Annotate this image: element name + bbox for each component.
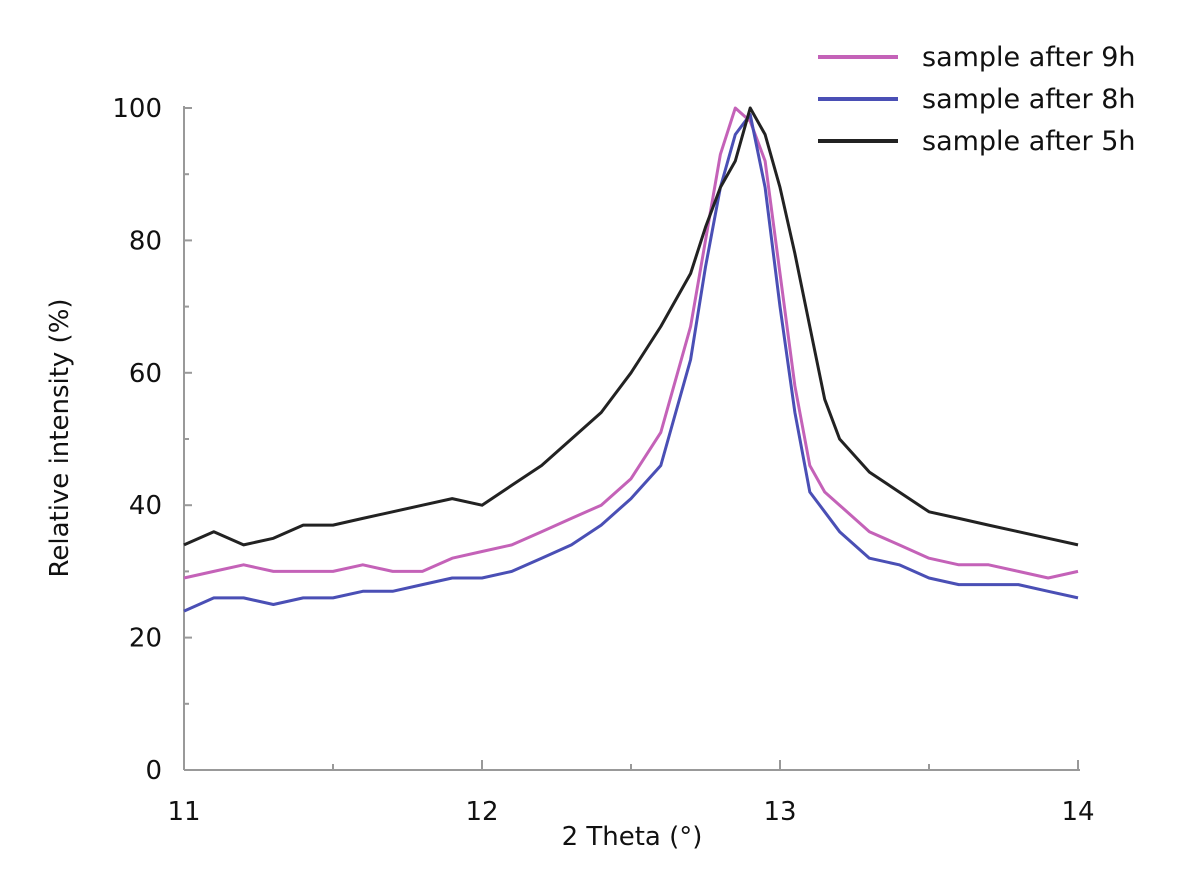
y-tick-label: 40 (129, 491, 162, 521)
y-tick-label: 100 (112, 94, 162, 124)
x-tick-label: 11 (167, 797, 200, 827)
y-tick-label: 20 (129, 624, 162, 654)
y-axis-title: Relative intensity (%) (45, 298, 75, 577)
x-tick-label: 12 (465, 797, 498, 827)
legend-label-sample-9h: sample after 9h (922, 42, 1136, 73)
series-layer (183, 106, 1079, 613)
x-ticks: 11 12 13 14 (167, 760, 1095, 827)
x-tick-label: 14 (1061, 797, 1094, 827)
x-axis-title: 2 Theta (°) (562, 822, 703, 852)
y-ticks: 0 20 40 60 80 100 (112, 94, 192, 786)
y-tick-label: 0 (145, 756, 162, 786)
y-tick-label: 60 (129, 359, 162, 389)
legend: sample after 9h sample after 8h sample a… (818, 42, 1136, 157)
x-tick-label: 13 (763, 797, 796, 827)
y-tick-label: 80 (129, 226, 162, 256)
series-line-0 (183, 106, 1079, 580)
series-line-1 (183, 113, 1079, 613)
legend-label-sample-5h: sample after 5h (922, 126, 1136, 157)
series-line-2 (183, 106, 1079, 547)
legend-label-sample-8h: sample after 8h (922, 84, 1136, 115)
axes (183, 106, 1080, 771)
